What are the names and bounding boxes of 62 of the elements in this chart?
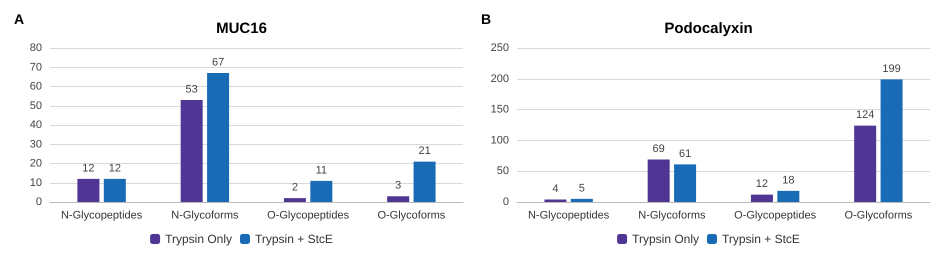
bar xyxy=(674,164,696,202)
legend-label: Trypsin Only xyxy=(632,232,699,246)
y-tick-label: 100 xyxy=(490,134,509,146)
data-label: 124 xyxy=(856,109,874,122)
data-label: 21 xyxy=(418,145,431,158)
data-label: 2 xyxy=(292,182,298,194)
bar xyxy=(570,198,593,202)
bar xyxy=(750,194,773,202)
y-tick-label: 70 xyxy=(30,61,42,74)
chart-title: MUC16 xyxy=(216,20,267,37)
x-tick-label: N-Glycopeptides xyxy=(60,210,143,222)
y-tick-label: 250 xyxy=(490,42,509,54)
y-tick-label: 40 xyxy=(30,119,42,131)
data-label: 199 xyxy=(882,62,901,75)
x-tick-label: N-Glycopeptides xyxy=(528,210,610,222)
y-tick-label: 20 xyxy=(30,158,42,170)
y-tick-label: 80 xyxy=(30,42,42,54)
data-label: 67 xyxy=(212,56,224,69)
text: A xyxy=(14,11,24,27)
bar xyxy=(180,100,203,202)
bar xyxy=(880,79,903,202)
data-label: 69 xyxy=(652,142,665,155)
y-tick-label: 60 xyxy=(30,80,42,92)
data-label: 61 xyxy=(678,148,692,160)
y-tick-label: 200 xyxy=(490,72,509,85)
x-tick-label: N-Glycoforms xyxy=(638,210,706,222)
bar xyxy=(207,73,230,202)
bar xyxy=(854,126,876,202)
y-tick-label: 150 xyxy=(490,104,509,116)
y-tick-label: 0 xyxy=(502,196,509,208)
data-label: 18 xyxy=(782,174,794,186)
y-tick-label: 30 xyxy=(30,138,42,150)
text: B xyxy=(481,11,492,27)
y-tick-label: 50 xyxy=(30,100,42,112)
chart-title: Podocalyxin xyxy=(664,20,753,37)
y-tick-label: 10 xyxy=(30,176,42,189)
y-tick-label: 50 xyxy=(496,165,509,178)
legend-label: Trypsin + StcE xyxy=(254,232,333,246)
data-label: 11 xyxy=(316,164,328,176)
data-label: 53 xyxy=(186,83,198,96)
data-label: 5 xyxy=(578,182,585,194)
bar xyxy=(414,162,436,202)
legend-label: Trypsin Only xyxy=(165,232,232,246)
bar xyxy=(310,180,332,202)
bar xyxy=(387,196,410,202)
bar xyxy=(648,159,670,202)
bar xyxy=(777,190,800,202)
data-label: 12 xyxy=(756,178,768,190)
data-label: 3 xyxy=(395,180,402,192)
bar xyxy=(77,178,100,202)
data-label: 12 xyxy=(82,162,95,174)
x-tick-label: O-Glycoforms xyxy=(844,210,913,222)
x-tick-label: O-Glycopeptides xyxy=(267,210,350,222)
data-label: 12 xyxy=(108,162,121,174)
data-label: 4 xyxy=(552,183,558,196)
x-tick-label: N-Glycoforms xyxy=(171,210,239,222)
legend-label: Trypsin + StcE xyxy=(722,232,800,246)
y-tick-label: 0 xyxy=(36,196,42,208)
x-tick-label: O-Glycoforms xyxy=(377,210,446,222)
bar xyxy=(284,198,306,202)
bar xyxy=(104,178,126,202)
x-tick-label: O-Glycopeptides xyxy=(734,210,817,222)
